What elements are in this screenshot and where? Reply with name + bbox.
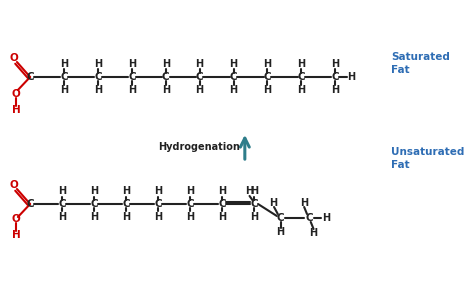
- Text: H: H: [12, 105, 20, 115]
- Text: Hydrogenation: Hydrogenation: [158, 142, 240, 152]
- Text: O: O: [10, 180, 18, 190]
- Text: C: C: [58, 199, 66, 209]
- Text: C: C: [230, 72, 237, 82]
- Text: H: H: [162, 85, 170, 95]
- Text: O: O: [12, 89, 20, 99]
- Text: Unsaturated
Fat: Unsaturated Fat: [391, 147, 464, 170]
- Text: H: H: [122, 212, 130, 222]
- Text: C: C: [27, 72, 34, 82]
- Text: H: H: [297, 59, 305, 69]
- Text: C: C: [250, 199, 258, 209]
- Text: H: H: [154, 212, 162, 222]
- Text: H: H: [186, 186, 194, 196]
- Text: H: H: [162, 59, 170, 69]
- Text: C: C: [91, 199, 98, 209]
- Text: H: H: [128, 85, 136, 95]
- Text: C: C: [277, 213, 284, 223]
- Text: H: H: [250, 186, 258, 196]
- Text: H: H: [60, 59, 68, 69]
- Text: C: C: [94, 72, 102, 82]
- Text: C: C: [162, 72, 170, 82]
- Text: H: H: [218, 212, 226, 222]
- Text: H: H: [300, 198, 308, 208]
- Text: H: H: [90, 212, 98, 222]
- Text: C: C: [122, 199, 130, 209]
- Text: H: H: [58, 186, 66, 196]
- Text: H: H: [347, 72, 356, 82]
- Text: Saturated
Fat: Saturated Fat: [391, 52, 450, 75]
- Text: H: H: [331, 59, 339, 69]
- Text: C: C: [155, 199, 162, 209]
- Text: H: H: [269, 198, 277, 208]
- Text: H: H: [331, 85, 339, 95]
- Text: H: H: [186, 212, 194, 222]
- Text: H: H: [60, 85, 68, 95]
- Text: H: H: [122, 186, 130, 196]
- Text: H: H: [90, 186, 98, 196]
- Text: H: H: [218, 186, 226, 196]
- Text: C: C: [298, 72, 305, 82]
- Text: H: H: [310, 228, 318, 238]
- Text: H: H: [196, 85, 204, 95]
- Text: H: H: [250, 212, 258, 222]
- Text: C: C: [264, 72, 271, 82]
- Text: H: H: [58, 212, 66, 222]
- Text: H: H: [264, 59, 272, 69]
- Text: C: C: [60, 72, 68, 82]
- Text: H: H: [246, 186, 254, 196]
- Text: H: H: [94, 85, 102, 95]
- Text: C: C: [331, 72, 339, 82]
- Text: H: H: [128, 59, 136, 69]
- Text: C: C: [196, 72, 203, 82]
- Text: H: H: [297, 85, 305, 95]
- Text: O: O: [12, 214, 20, 224]
- Text: H: H: [229, 59, 237, 69]
- Text: H: H: [276, 227, 285, 237]
- Text: C: C: [128, 72, 136, 82]
- Text: H: H: [264, 85, 272, 95]
- Text: C: C: [186, 199, 194, 209]
- Text: H: H: [229, 85, 237, 95]
- Text: C: C: [305, 213, 313, 223]
- Text: C: C: [27, 199, 34, 209]
- Text: H: H: [94, 59, 102, 69]
- Text: H: H: [196, 59, 204, 69]
- Text: O: O: [10, 53, 18, 63]
- Text: H: H: [12, 230, 20, 240]
- Text: C: C: [219, 199, 226, 209]
- Text: H: H: [154, 186, 162, 196]
- Text: H: H: [322, 213, 330, 223]
